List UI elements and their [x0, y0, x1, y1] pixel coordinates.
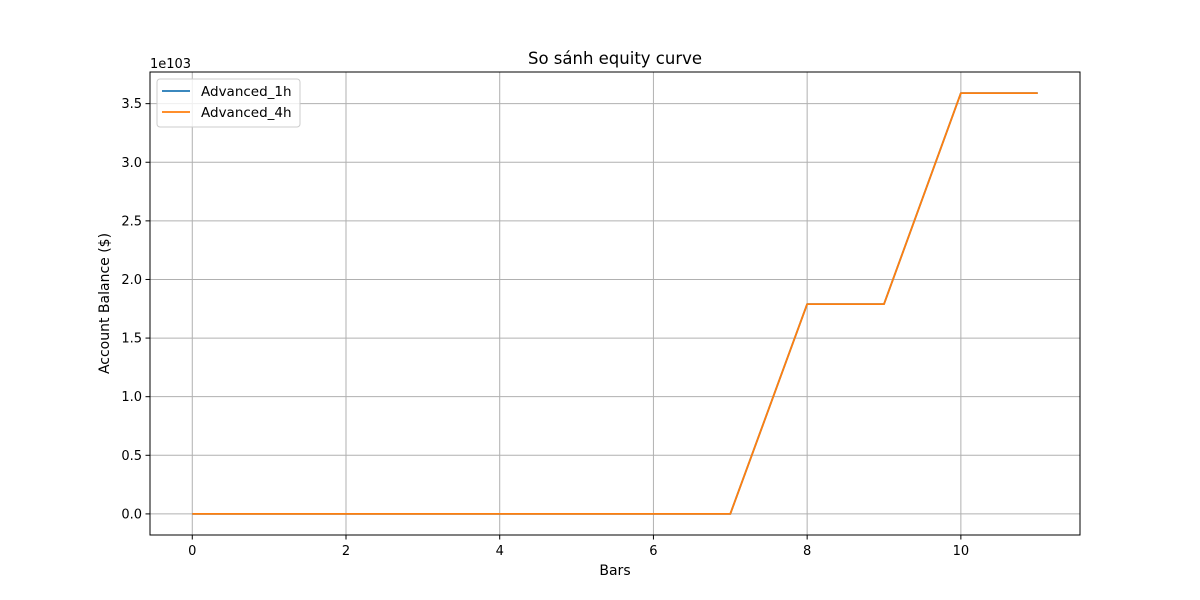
y-tick-label: 1.0: [121, 390, 142, 405]
legend-label: Advanced_4h: [201, 105, 292, 121]
y-tick-label: 0.0: [121, 507, 142, 522]
x-tick-label: 8: [803, 544, 811, 559]
y-tick-label: 0.5: [121, 449, 142, 464]
series-line-advanced-4h: [192, 92, 1038, 515]
x-tick-label: 6: [649, 544, 657, 559]
y-tick-label: 3.0: [121, 156, 142, 171]
x-axis-label: Bars: [599, 563, 630, 579]
x-tick-label: 4: [496, 544, 504, 559]
y-axis-ticks: 0.0 0.5 1.0 1.5 2.0 2.5 3.0 3.5: [121, 97, 150, 522]
y-tick-label: 1.5: [121, 332, 142, 347]
y-axis-label: Account Balance ($): [97, 233, 113, 374]
y-tick-label: 2.5: [121, 214, 142, 229]
y-tick-label: 3.5: [121, 97, 142, 112]
y-tick-label: 2.0: [121, 273, 142, 288]
grid: [150, 72, 1080, 535]
legend: Advanced_1h Advanced_4h: [156, 78, 301, 128]
x-tick-label: 10: [953, 544, 970, 559]
y-offset-label: 1e103: [150, 57, 191, 72]
plot-frame: [149, 71, 1081, 536]
series-lines: [192, 92, 1038, 515]
legend-box: [156, 78, 301, 128]
x-axis-ticks: 0 2 4 6 8 10: [188, 535, 969, 559]
chart-title: So sánh equity curve: [528, 49, 702, 68]
legend-label: Advanced_1h: [201, 84, 292, 100]
x-tick-label: 2: [342, 544, 350, 559]
x-tick-label: 0: [188, 544, 196, 559]
